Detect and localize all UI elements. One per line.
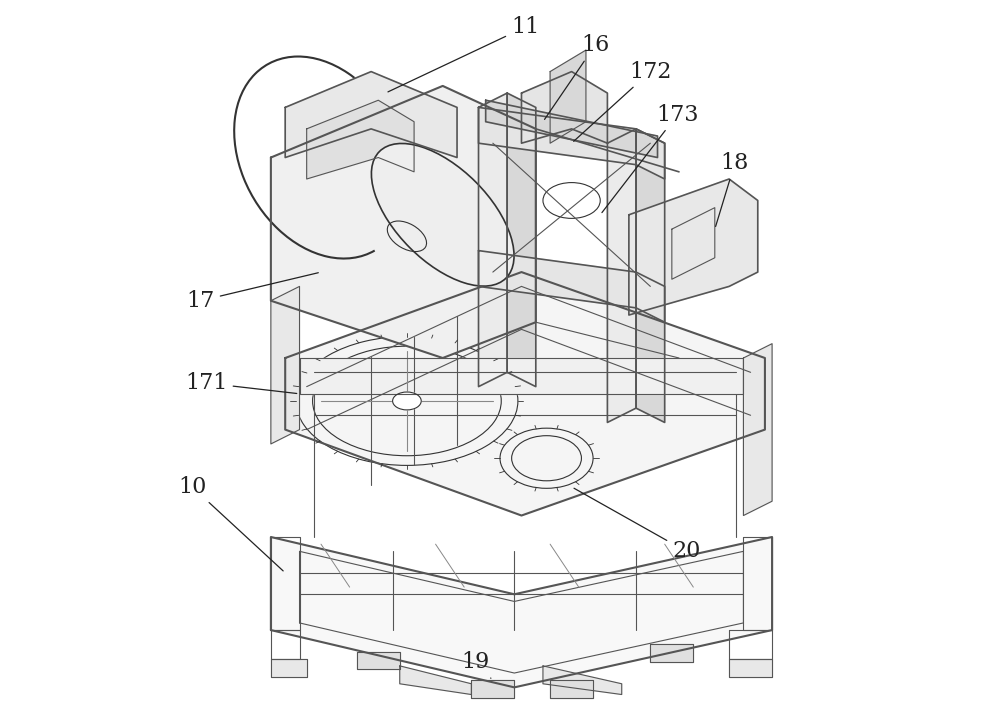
Text: 19: 19 <box>461 652 491 678</box>
Polygon shape <box>521 72 607 143</box>
Text: 18: 18 <box>716 153 749 226</box>
Polygon shape <box>486 100 658 158</box>
Polygon shape <box>479 251 665 322</box>
Polygon shape <box>607 129 636 422</box>
Text: 11: 11 <box>388 16 539 92</box>
Ellipse shape <box>371 143 514 286</box>
Polygon shape <box>550 680 593 698</box>
Text: 16: 16 <box>545 34 609 120</box>
Polygon shape <box>285 272 765 516</box>
Polygon shape <box>729 659 772 677</box>
Polygon shape <box>629 179 758 315</box>
Polygon shape <box>400 666 471 695</box>
Text: 20: 20 <box>574 488 700 562</box>
Ellipse shape <box>393 392 421 410</box>
Polygon shape <box>636 129 665 422</box>
Polygon shape <box>271 537 772 687</box>
Polygon shape <box>507 93 536 387</box>
Polygon shape <box>743 344 772 516</box>
Polygon shape <box>471 680 514 698</box>
Text: 173: 173 <box>602 104 699 213</box>
Polygon shape <box>357 652 400 669</box>
Text: 171: 171 <box>185 372 297 394</box>
Polygon shape <box>271 286 300 444</box>
Polygon shape <box>285 72 457 158</box>
Polygon shape <box>479 107 665 179</box>
Text: 172: 172 <box>574 61 672 141</box>
Polygon shape <box>271 86 536 358</box>
Polygon shape <box>271 659 307 677</box>
Polygon shape <box>307 100 414 179</box>
Polygon shape <box>479 93 507 387</box>
Polygon shape <box>543 666 622 695</box>
Text: 17: 17 <box>187 273 318 311</box>
Polygon shape <box>300 358 743 394</box>
Polygon shape <box>550 50 586 143</box>
Polygon shape <box>650 644 693 662</box>
Text: 10: 10 <box>178 476 283 571</box>
